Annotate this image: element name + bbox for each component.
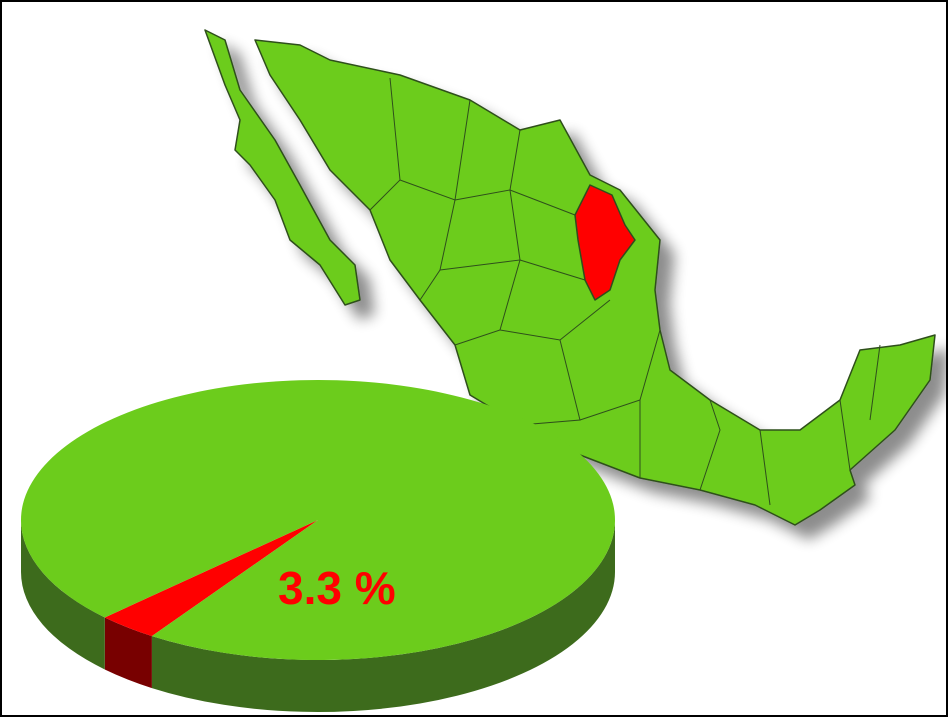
map bbox=[204, 29, 936, 526]
state-borders bbox=[369, 77, 881, 506]
data-label: 3.3 % bbox=[278, 562, 396, 614]
pie-side bbox=[151, 520, 615, 712]
pie-chart: 3.3 % bbox=[20, 379, 615, 712]
highlighted-state bbox=[574, 184, 636, 301]
baja-california bbox=[204, 29, 361, 306]
pie-slice bbox=[20, 379, 615, 660]
pie-slice bbox=[104, 520, 318, 637]
pie-side bbox=[21, 520, 105, 670]
pie-side bbox=[104, 617, 152, 689]
